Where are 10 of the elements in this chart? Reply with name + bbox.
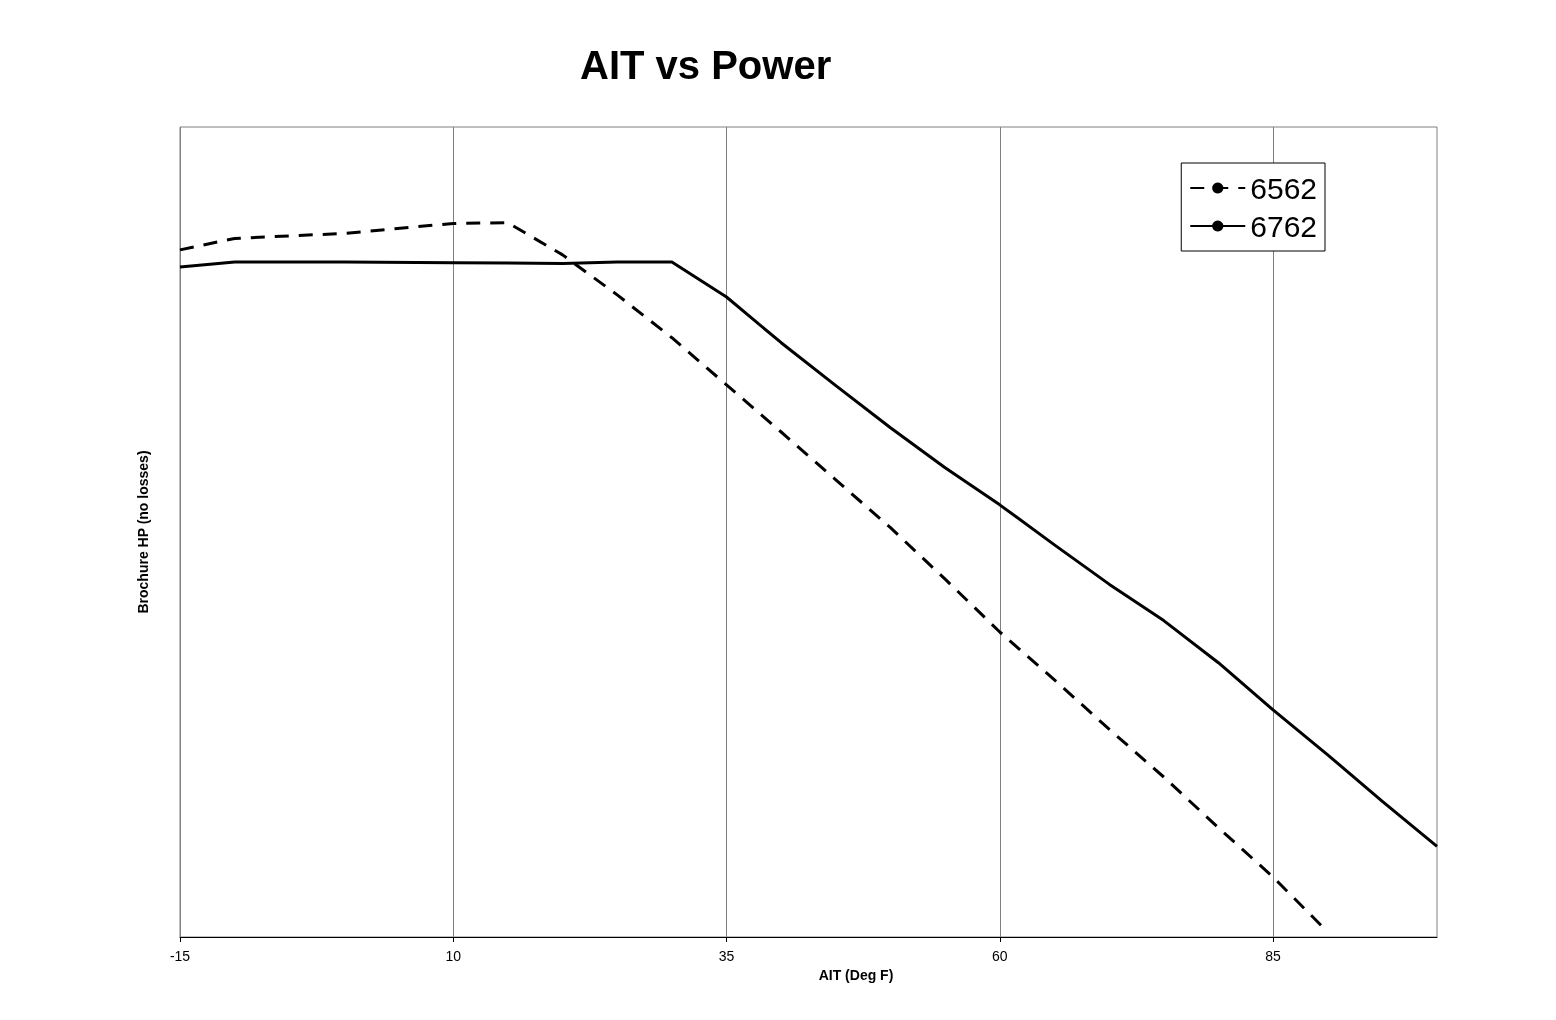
x-tick-label: 10	[445, 948, 462, 964]
x-tick-label: 85	[1265, 948, 1282, 964]
x-tick-label: 35	[718, 948, 735, 964]
x-axis-title: AIT (Deg F)	[818, 966, 894, 983]
legend-label: 6562	[1250, 171, 1318, 205]
y-axis-title: Brochure HP (no losses)	[135, 450, 151, 614]
x-tick-label: -15	[169, 948, 191, 964]
x-tick-label: 60	[991, 948, 1008, 964]
chart-title: AIT vs Power	[580, 43, 832, 87]
legend-label: 6762	[1250, 209, 1318, 243]
